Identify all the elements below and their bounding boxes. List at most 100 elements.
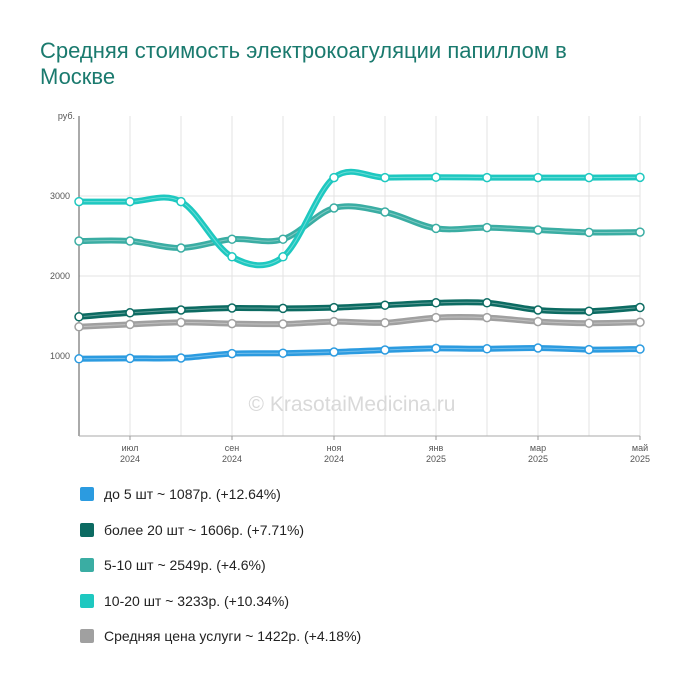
data-point: [533, 225, 543, 235]
data-point: [329, 203, 339, 213]
series-line: [76, 299, 643, 320]
data-point: [482, 298, 492, 308]
data-point: [278, 319, 288, 329]
legend-item[interactable]: Средняя цена услуги ~ 1422р. (+4.18%): [80, 626, 361, 646]
chart-grid: [78, 116, 641, 436]
data-point: [329, 347, 339, 357]
data-point: [74, 312, 84, 322]
data-point: [635, 227, 645, 237]
watermark: © KrasotaiMedicina.ru: [249, 393, 456, 416]
x-tick-label-year: 2025: [528, 454, 548, 464]
data-point: [329, 316, 339, 327]
legend-label: 10-20 шт ~ 3233р. (+10.34%): [104, 592, 289, 609]
data-point: [74, 196, 84, 207]
data-point: [380, 207, 390, 217]
legend-label: более 20 шт ~ 1606р. (+7.71%): [104, 521, 305, 538]
data-point: [635, 344, 645, 354]
data-point: [227, 348, 237, 359]
data-point: [125, 353, 135, 364]
data-point: [74, 322, 84, 332]
x-tick-label-month: июл: [122, 443, 139, 453]
series-line-highlight: [78, 171, 641, 266]
y-tick-label: 2000: [50, 271, 70, 281]
data-point: [482, 344, 492, 354]
data-point: [584, 172, 594, 183]
legend-item[interactable]: до 5 шт ~ 1087р. (+12.64%): [80, 484, 361, 504]
legend-swatch: [80, 487, 94, 501]
data-point: [329, 302, 339, 313]
x-tick-label-year: 2024: [222, 454, 242, 464]
data-point: [533, 305, 543, 315]
y-tick-label: 1000: [50, 351, 70, 361]
data-point: [380, 318, 390, 328]
y-axis-unit-label: руб.: [58, 111, 75, 121]
legend-item[interactable]: более 20 шт ~ 1606р. (+7.71%): [80, 520, 361, 540]
line-chart: © KrasotaiMedicina.ru руб.100020003000ию…: [50, 111, 650, 464]
data-point: [125, 236, 135, 246]
legend-label: до 5 шт ~ 1087р. (+12.64%): [104, 486, 281, 502]
x-tick-label-year: 2025: [630, 454, 650, 464]
y-tick-label: 3000: [50, 191, 70, 201]
data-point: [125, 308, 135, 318]
data-point: [176, 305, 186, 315]
chart-points: [74, 172, 645, 364]
x-tick-label-year: 2024: [120, 454, 140, 464]
legend-swatch: [80, 593, 94, 608]
data-point: [176, 243, 186, 253]
series-line: [76, 168, 643, 269]
data-point: [635, 302, 645, 313]
data-point: [125, 319, 135, 330]
data-point: [431, 312, 441, 323]
data-point: [482, 222, 492, 233]
data-point: [482, 312, 492, 323]
chart-series: [76, 168, 643, 362]
series-line: [76, 344, 643, 362]
data-point: [431, 343, 441, 354]
x-tick-label-month: сен: [225, 443, 240, 453]
chart-axes: руб.100020003000июл2024сен2024ноя2024янв…: [50, 111, 650, 464]
data-point: [278, 234, 288, 244]
data-point: [584, 344, 594, 355]
legend-swatch: [80, 558, 94, 572]
data-point: [227, 252, 237, 262]
data-point: [227, 234, 237, 244]
legend-item[interactable]: 10-20 шт ~ 3233р. (+10.34%): [80, 591, 361, 611]
legend-swatch: [80, 629, 94, 643]
legend-label: 5-10 шт ~ 2549р. (+4.6%): [104, 557, 266, 573]
data-point: [380, 345, 390, 355]
legend-item[interactable]: 5-10 шт ~ 2549р. (+4.6%): [80, 555, 361, 575]
series-line-highlight: [78, 205, 641, 249]
data-point: [635, 317, 645, 327]
data-point: [227, 318, 237, 329]
data-point: [125, 196, 135, 207]
x-tick-label-month: ноя: [327, 443, 342, 453]
x-tick-label-month: мар: [530, 443, 546, 453]
data-point: [278, 252, 288, 262]
data-point: [74, 236, 84, 246]
data-point: [431, 223, 441, 234]
data-point: [176, 196, 186, 207]
data-point: [380, 172, 390, 183]
data-point: [380, 300, 390, 310]
data-point: [482, 172, 492, 183]
x-tick-label-year: 2024: [324, 454, 344, 464]
x-tick-label-year: 2025: [426, 454, 446, 464]
data-point: [431, 298, 441, 308]
data-point: [227, 303, 237, 313]
legend-label: Средняя цена услуги ~ 1422р. (+4.18%): [104, 628, 362, 644]
x-tick-label-month: май: [632, 443, 648, 453]
data-point: [176, 353, 186, 363]
x-tick-label-month: янв: [429, 443, 444, 453]
data-point: [176, 317, 186, 328]
data-point: [533, 172, 543, 183]
legend-swatch: [80, 522, 94, 537]
data-point: [533, 343, 543, 353]
data-point: [329, 172, 339, 183]
data-point: [278, 303, 288, 314]
data-point: [584, 227, 594, 238]
data-point: [74, 354, 84, 364]
data-point: [584, 318, 594, 328]
data-point: [635, 172, 645, 183]
data-point: [278, 348, 288, 358]
data-point: [584, 306, 594, 316]
